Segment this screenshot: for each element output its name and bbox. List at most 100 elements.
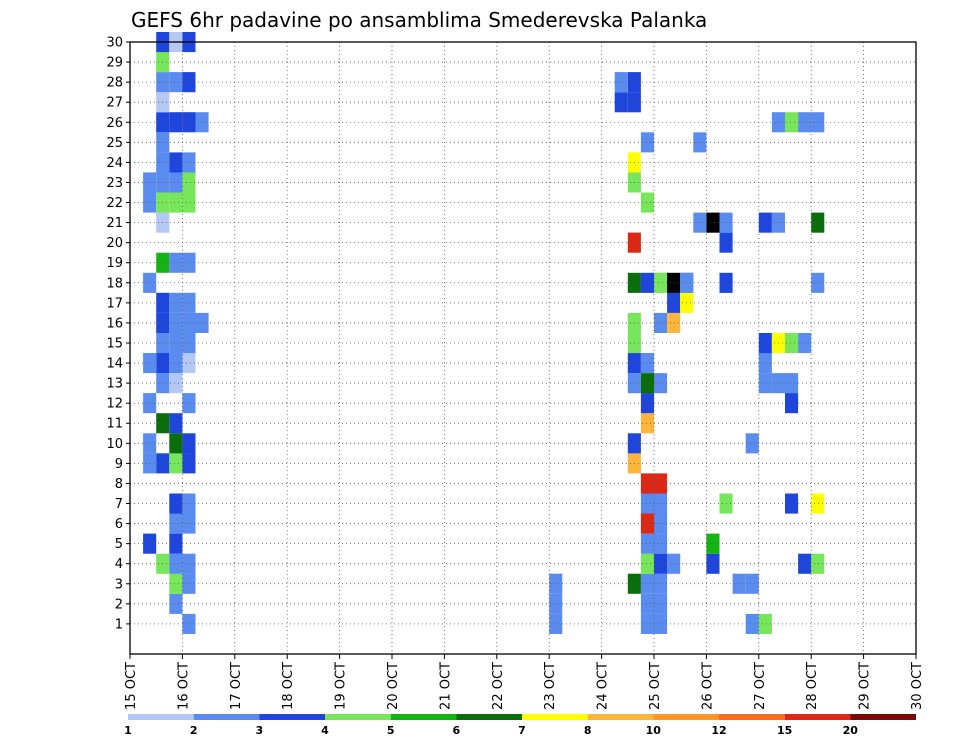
y-tick-label: 13 bbox=[106, 377, 123, 392]
x-tick-label: 17 OCT bbox=[229, 662, 244, 710]
precip-cell bbox=[640, 353, 654, 374]
precip-cell bbox=[182, 333, 196, 354]
precip-cell bbox=[640, 473, 654, 494]
precip-cell bbox=[706, 553, 720, 574]
precip-cell bbox=[169, 252, 183, 273]
x-tick-label: 15 OCT bbox=[124, 662, 139, 710]
precip-cell bbox=[182, 433, 196, 454]
precip-cell bbox=[758, 333, 772, 354]
precip-cell bbox=[667, 312, 681, 333]
precip-cell bbox=[785, 493, 799, 514]
precip-cell bbox=[654, 613, 668, 634]
precip-cell bbox=[143, 272, 157, 293]
precip-cell bbox=[640, 513, 654, 534]
precip-cell bbox=[614, 72, 628, 93]
precip-cell bbox=[169, 333, 183, 354]
precip-cell bbox=[640, 573, 654, 594]
y-tick-label: 25 bbox=[106, 136, 123, 151]
precip-cell bbox=[169, 533, 183, 554]
precip-cell bbox=[745, 573, 759, 594]
legend-swatch bbox=[325, 714, 391, 720]
precip-cell bbox=[640, 132, 654, 153]
x-tick-label: 23 OCT bbox=[543, 662, 558, 710]
legend-label: 10 bbox=[646, 724, 662, 737]
precip-cell bbox=[182, 453, 196, 474]
precip-cell bbox=[182, 112, 196, 133]
y-tick-label: 5 bbox=[115, 537, 123, 552]
precip-cell bbox=[169, 573, 183, 594]
legend-label: 1 bbox=[124, 724, 132, 737]
precip-cell bbox=[169, 353, 183, 374]
precip-cell bbox=[182, 172, 196, 193]
x-tick-label: 20 OCT bbox=[386, 662, 401, 710]
precip-cell bbox=[640, 553, 654, 574]
precip-cell bbox=[182, 192, 196, 213]
legend-label: 2 bbox=[190, 724, 198, 737]
chart-title: GEFS 6hr padavine po ansamblima Smederev… bbox=[131, 8, 707, 32]
legend-label: 3 bbox=[255, 724, 263, 737]
precip-cell bbox=[549, 613, 563, 634]
y-tick-label: 6 bbox=[115, 517, 123, 532]
y-tick-label: 1 bbox=[115, 617, 123, 632]
precip-cell bbox=[169, 292, 183, 313]
precip-cell bbox=[785, 373, 799, 394]
y-tick-label: 28 bbox=[106, 76, 123, 91]
precip-cell bbox=[693, 212, 707, 233]
legend-swatch bbox=[719, 714, 785, 720]
precip-cell bbox=[169, 172, 183, 193]
legend-swatch bbox=[259, 714, 325, 720]
precip-cell bbox=[549, 593, 563, 614]
precip-cell bbox=[667, 272, 681, 293]
precip-cell bbox=[745, 433, 759, 454]
precip-cell bbox=[640, 613, 654, 634]
precip-cell bbox=[732, 573, 746, 594]
y-tick-label: 22 bbox=[106, 196, 123, 211]
precip-cell bbox=[758, 613, 772, 634]
precip-cell bbox=[798, 112, 812, 133]
precip-cell bbox=[798, 333, 812, 354]
y-tick-label: 23 bbox=[106, 176, 123, 191]
y-tick-label: 20 bbox=[106, 236, 123, 251]
precip-cell bbox=[811, 212, 825, 233]
precip-cell bbox=[758, 353, 772, 374]
precip-cell bbox=[640, 393, 654, 414]
precip-cell bbox=[169, 192, 183, 213]
precip-cell bbox=[182, 573, 196, 594]
y-tick-label: 18 bbox=[106, 276, 123, 291]
precip-cell bbox=[654, 553, 668, 574]
precip-cell bbox=[169, 453, 183, 474]
precip-cell bbox=[706, 533, 720, 554]
legend-label: 4 bbox=[321, 724, 329, 737]
plot-frame bbox=[129, 41, 917, 655]
precip-cell bbox=[654, 312, 668, 333]
precip-cell bbox=[745, 613, 759, 634]
legend-swatch bbox=[193, 714, 260, 720]
precip-cell bbox=[182, 513, 196, 534]
precip-cell bbox=[182, 493, 196, 514]
legend-swatch bbox=[850, 714, 916, 720]
x-tick-label: 26 OCT bbox=[700, 662, 715, 710]
precip-cell bbox=[169, 72, 183, 93]
legend-label: 15 bbox=[777, 724, 792, 737]
x-tick-label: 27 OCT bbox=[753, 662, 768, 710]
precip-cell bbox=[667, 553, 681, 574]
precip-cell bbox=[169, 493, 183, 514]
precip-cell bbox=[654, 573, 668, 594]
x-tick-label: 18 OCT bbox=[281, 662, 296, 710]
y-tick-label: 27 bbox=[106, 96, 123, 111]
precip-cell bbox=[640, 533, 654, 554]
x-tick-label: 16 OCT bbox=[176, 662, 191, 710]
precip-cell bbox=[640, 593, 654, 614]
y-tick-label: 14 bbox=[106, 357, 123, 372]
precip-cell bbox=[785, 112, 799, 133]
legend-label: 20 bbox=[843, 724, 859, 737]
precip-cell bbox=[640, 413, 654, 434]
precip-cell bbox=[811, 493, 825, 514]
precip-cell bbox=[654, 593, 668, 614]
legend-label: 12 bbox=[711, 724, 726, 737]
y-tick-label: 11 bbox=[106, 417, 123, 432]
precip-cell bbox=[654, 473, 668, 494]
precip-cell bbox=[182, 312, 196, 333]
x-tick-label: 24 OCT bbox=[596, 662, 611, 710]
